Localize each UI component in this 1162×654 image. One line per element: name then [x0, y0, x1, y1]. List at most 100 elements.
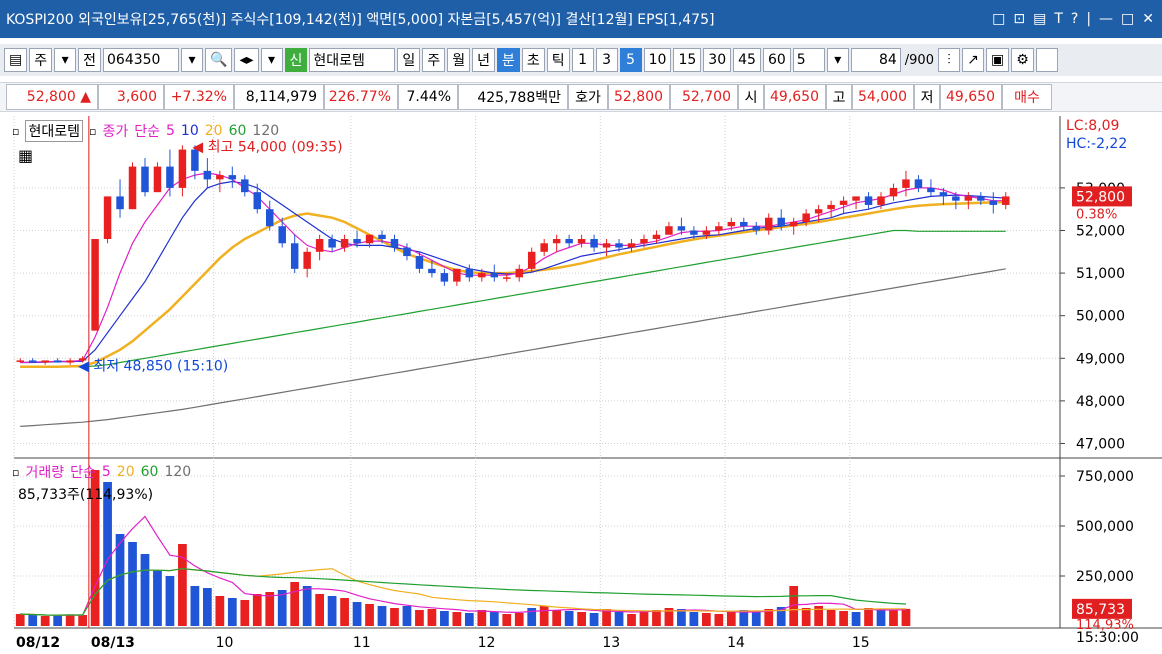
minute-3[interactable]: 3 — [595, 48, 618, 72]
period-day[interactable]: 일 — [397, 48, 421, 72]
all-button[interactable]: 전 — [78, 48, 102, 72]
candle-body — [228, 175, 237, 180]
interval-input[interactable]: 5 — [792, 48, 825, 72]
x-tick-label: 10 — [216, 635, 234, 651]
count-input[interactable]: 84 — [850, 48, 901, 72]
interval-dropdown-icon[interactable]: ▾ — [826, 48, 849, 72]
volume-bar — [415, 610, 424, 626]
last-price-label: 52,800 — [1076, 189, 1125, 205]
quote-bar: 52,800 ▲ 3,600 +7.32% 8,114,979 226.77% … — [0, 82, 1162, 112]
minute-45[interactable]: 45 — [733, 48, 761, 72]
candle-body — [16, 360, 24, 362]
chart-type-icon[interactable]: ⫶ — [937, 48, 960, 72]
help-icon[interactable]: ? — [1070, 11, 1079, 27]
layout-icon[interactable]: □ — [992, 11, 1006, 27]
price-tick-label: 48,000 — [1076, 394, 1125, 410]
x-tick-label: 13 — [602, 635, 620, 651]
candle-body — [889, 187, 898, 197]
candle-body — [527, 251, 536, 269]
period-tick[interactable]: 틱 — [546, 48, 570, 72]
candle-body — [640, 239, 648, 244]
legend-toggle-icon[interactable]: ▫ — [12, 124, 20, 138]
period-minute[interactable]: 분 — [496, 48, 520, 72]
candle-body — [814, 209, 823, 214]
volume-bar — [53, 615, 63, 626]
settings-icon[interactable]: ⚙ — [1011, 48, 1034, 72]
volume-bar — [302, 586, 312, 626]
legend-vol-ma5: 5 — [101, 464, 111, 480]
prev-next-icon[interactable]: ◂▸ — [234, 48, 259, 72]
checkbox[interactable] — [1035, 48, 1058, 72]
candle-body — [216, 175, 224, 180]
candle-body — [116, 196, 124, 210]
volume-bar — [751, 612, 761, 626]
grid-icon[interactable]: ▦ — [18, 146, 34, 165]
buy-button[interactable]: 매수 — [1002, 84, 1052, 110]
candle-body — [702, 230, 711, 235]
price-change: 3,600 — [98, 84, 164, 110]
link-icon[interactable]: ⊡ — [1013, 11, 1026, 27]
period-week[interactable]: 주 — [422, 48, 446, 72]
candle-body — [503, 277, 511, 279]
volume-bar — [677, 609, 686, 626]
stock-name: 현대로템 — [309, 48, 396, 72]
legend-stock-name: 현대로템 — [25, 120, 83, 142]
candle-body — [977, 196, 985, 201]
minute-60[interactable]: 60 — [762, 48, 791, 72]
volume-bar — [639, 611, 649, 626]
candle-body — [415, 256, 424, 269]
candle-body — [690, 230, 698, 235]
volume-bar — [514, 613, 524, 626]
volume-bar — [265, 592, 275, 626]
legend-toggle-icon[interactable]: ▫ — [12, 465, 20, 479]
minute-30[interactable]: 30 — [703, 48, 732, 72]
candle-body — [1002, 196, 1010, 205]
market-dropdown-icon[interactable]: ▾ — [54, 48, 77, 72]
volume-bar — [390, 608, 399, 626]
minute-15[interactable]: 15 — [673, 48, 702, 72]
dropdown-icon[interactable]: ▾ — [260, 48, 283, 72]
pin-icon[interactable]: ▤ — [1033, 11, 1047, 27]
stock-chart[interactable]: 08/12 08/13 10 11 12 13 14 15 47,000 48,000 49,000… — [0, 116, 1162, 654]
volume-bar — [714, 614, 724, 626]
period-second[interactable]: 초 — [521, 48, 545, 72]
volume-bar — [689, 612, 699, 626]
candle-body — [789, 221, 798, 227]
font-icon[interactable]: T — [1054, 11, 1063, 27]
legend-toggle-icon[interactable]: ▫ — [89, 124, 97, 138]
x-tick-label: 12 — [478, 635, 496, 651]
candle-body — [777, 217, 785, 227]
minute-1[interactable]: 1 — [571, 48, 594, 72]
indicator-icon[interactable]: ↗ — [961, 48, 984, 72]
candle-body — [964, 196, 973, 201]
volume-bar — [115, 534, 125, 626]
menu-icon[interactable]: ▤ — [4, 48, 28, 72]
volume-bar — [739, 610, 749, 626]
price-tick-label: 51,000 — [1076, 266, 1125, 282]
toolbar: ▤ 주 ▾ 전 064350 ▾ 🔍 ◂▸ ▾ 신 현대로템 일 주 월 년 분… — [0, 44, 1162, 76]
period-year[interactable]: 년 — [472, 48, 495, 72]
candle-body — [315, 239, 324, 252]
market-type-button[interactable]: 주 — [29, 48, 53, 72]
maximize-icon[interactable]: □ — [1121, 11, 1135, 27]
code-dropdown-icon[interactable]: ▾ — [181, 48, 204, 72]
search-icon[interactable]: 🔍 — [205, 48, 233, 72]
open-price: 49,650 — [764, 84, 826, 110]
volume-bar — [402, 606, 412, 626]
period-month[interactable]: 월 — [447, 48, 471, 72]
volume-bar — [564, 611, 574, 626]
close-icon[interactable]: ✕ — [1142, 11, 1154, 27]
stock-code-input[interactable]: 064350 — [103, 48, 180, 72]
save-icon[interactable]: ▣ — [985, 48, 1010, 72]
volume-bar — [627, 614, 636, 626]
candle-body — [827, 204, 835, 210]
minimize-icon[interactable]: — — [1099, 11, 1114, 27]
minute-5[interactable]: 5 — [619, 48, 642, 72]
minute-10[interactable]: 10 — [643, 48, 672, 72]
time-label: 15:30:00 — [1076, 630, 1139, 646]
candle-body — [191, 149, 199, 171]
candle-body — [340, 239, 349, 248]
candle-body — [365, 234, 374, 244]
volume-bar — [726, 611, 736, 626]
volume-bar — [577, 612, 586, 626]
